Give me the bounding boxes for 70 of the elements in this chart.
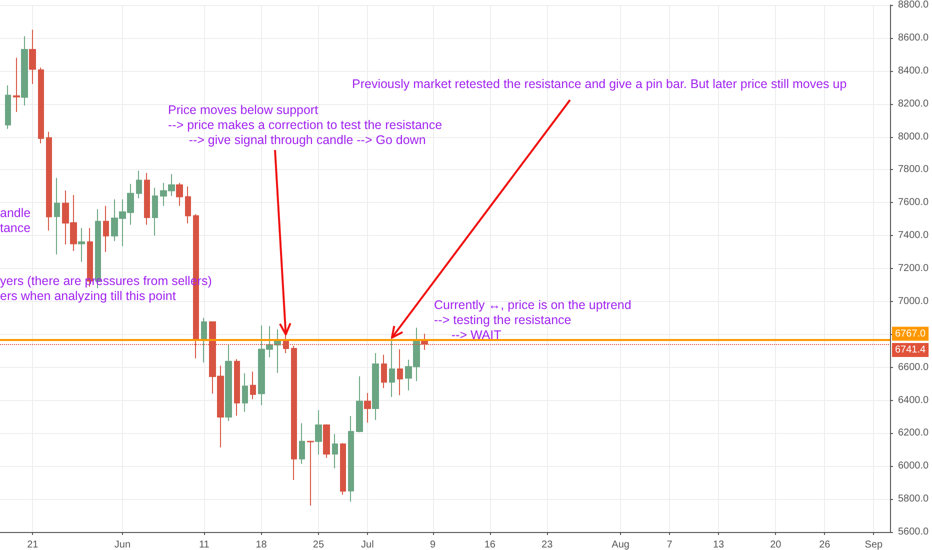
y-tick-label: 6000.0 bbox=[898, 460, 930, 472]
x-tick-label: 9 bbox=[430, 540, 436, 550]
x-tick-label: 26 bbox=[819, 540, 831, 550]
x-tick-label: 13 bbox=[712, 540, 725, 550]
candlestick bbox=[307, 440, 314, 506]
candlestick bbox=[372, 352, 379, 421]
annotation: Currently ↔, price is on the uptrend --> testing the resistance --> WAIT bbox=[434, 298, 632, 343]
y-tick-label: 6200.0 bbox=[898, 428, 930, 439]
candlestick bbox=[136, 170, 142, 199]
candlestick bbox=[103, 205, 109, 253]
x-tick-label: 21 bbox=[27, 540, 39, 550]
candlestick bbox=[78, 227, 85, 262]
candlestick bbox=[315, 410, 322, 456]
candlestick bbox=[291, 345, 297, 480]
x-tick-label: 11 bbox=[198, 540, 210, 550]
y-tick-label: 6600.0 bbox=[898, 362, 930, 373]
y-tick-label: 7200.0 bbox=[898, 263, 930, 274]
x-tick-label: 25 bbox=[312, 540, 324, 550]
candlestick bbox=[299, 422, 305, 464]
candlestick bbox=[29, 29, 36, 85]
candlestick bbox=[250, 371, 256, 400]
candlestick bbox=[201, 317, 207, 363]
candlestick bbox=[356, 376, 363, 433]
candlestick bbox=[144, 172, 150, 226]
y-tick-label: 7000.0 bbox=[898, 296, 930, 307]
y-tick-label: 8400.0 bbox=[898, 65, 930, 76]
candlestick bbox=[242, 372, 248, 412]
y-tick-label: 7600.0 bbox=[898, 197, 930, 208]
candlestick bbox=[176, 182, 183, 206]
y-tick-label: 8000.0 bbox=[898, 131, 930, 142]
y-tick-label: 5600.0 bbox=[898, 526, 930, 538]
annotation: Previously market retested the resistance and give a pin bar. But later price still moves up bbox=[352, 77, 847, 92]
ref-line-label: 6767.0 bbox=[895, 328, 926, 340]
candlestick bbox=[13, 57, 20, 113]
candlestick bbox=[234, 358, 240, 416]
x-tick-label: 23 bbox=[542, 540, 554, 550]
y-tick-label: 6400.0 bbox=[898, 394, 930, 406]
y-tick-label: 7800.0 bbox=[898, 164, 930, 176]
x-tick-label: Jun bbox=[114, 540, 131, 550]
candlestick bbox=[46, 131, 52, 232]
candlestick bbox=[323, 424, 330, 458]
y-tick-label: 8600.0 bbox=[898, 32, 930, 44]
candlestick bbox=[152, 187, 158, 236]
candlestick bbox=[389, 337, 395, 398]
candlestick bbox=[38, 67, 44, 144]
candlestick bbox=[5, 84, 11, 130]
y-tick-label: 7400.0 bbox=[898, 230, 930, 242]
candlestick bbox=[340, 442, 346, 496]
candlestick bbox=[225, 344, 232, 422]
x-tick-label: 7 bbox=[666, 540, 673, 550]
x-tick-label: Sep bbox=[864, 540, 884, 550]
y-tick-label: 5800.0 bbox=[898, 494, 930, 505]
candlestick bbox=[332, 434, 338, 469]
x-tick-label: Jul bbox=[361, 540, 374, 550]
ref-line-label: 6741.4 bbox=[895, 344, 926, 356]
candlestick bbox=[21, 36, 28, 106]
y-tick-label: 8200.0 bbox=[898, 98, 930, 110]
candlestick bbox=[381, 354, 387, 389]
x-tick-label: 16 bbox=[484, 540, 496, 550]
x-tick-label: Aug bbox=[612, 540, 630, 550]
candlestick bbox=[54, 177, 60, 255]
candlestick bbox=[185, 186, 191, 224]
candlestick bbox=[364, 392, 371, 424]
candlestick bbox=[397, 348, 403, 396]
annotation: Price moves below support --> price makes a correction to test the resistance --> give signal through candle --> Go down bbox=[168, 103, 442, 148]
x-tick-label: 18 bbox=[256, 540, 268, 550]
y-tick-label: 8800.0 bbox=[898, 0, 930, 10]
candlestick bbox=[348, 416, 354, 502]
x-tick-label: 20 bbox=[770, 540, 782, 550]
annotation: andle tance bbox=[0, 206, 31, 236]
